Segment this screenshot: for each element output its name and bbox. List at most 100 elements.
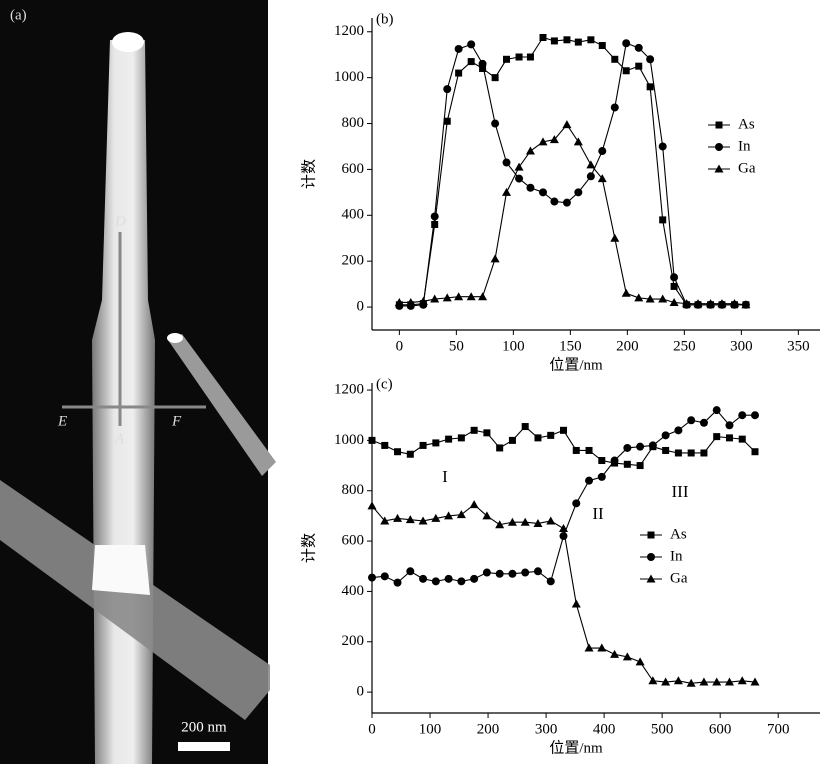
marker-square xyxy=(636,462,644,470)
marker-square xyxy=(521,423,529,431)
marker-square xyxy=(635,62,643,70)
marker-circle xyxy=(393,578,402,587)
marker-circle xyxy=(562,198,571,207)
marker-circle xyxy=(699,418,708,427)
marker-triangle xyxy=(714,164,724,173)
marker-square xyxy=(491,74,499,82)
x-tick-label: 350 xyxy=(787,338,810,354)
region-label: II xyxy=(592,504,604,523)
marker-circle xyxy=(674,426,683,435)
marker-square xyxy=(526,53,534,61)
series xyxy=(395,34,750,309)
micrograph: (a) D E A F 200 nm xyxy=(0,0,276,764)
x-tick-label: 100 xyxy=(502,338,525,354)
y-tick-label: 600 xyxy=(342,533,365,549)
marker-triangle xyxy=(514,162,524,171)
marker-square xyxy=(550,37,558,45)
series xyxy=(395,39,750,310)
marker-square xyxy=(574,38,582,46)
y-axis-label: 计数 xyxy=(300,159,317,189)
marker-circle xyxy=(467,40,476,49)
legend-label: Ga xyxy=(738,160,756,176)
marker-circle xyxy=(491,119,500,128)
small-wire-tip xyxy=(167,333,183,343)
series xyxy=(367,500,760,687)
marker-triangle xyxy=(586,160,596,169)
marker-triangle xyxy=(682,299,692,308)
marker-square xyxy=(715,121,723,129)
region-label: I xyxy=(442,467,448,486)
marker-triangle xyxy=(393,513,403,522)
y-tick-label: 400 xyxy=(342,207,365,223)
marker-circle xyxy=(431,577,440,586)
marker-square xyxy=(587,36,595,44)
marker-circle xyxy=(406,567,415,576)
marker-circle xyxy=(533,567,542,576)
marker-square xyxy=(431,220,439,228)
marker-circle xyxy=(725,421,734,430)
marker-triangle xyxy=(658,294,668,303)
series xyxy=(368,406,760,587)
marker-circle xyxy=(658,142,667,151)
marker-square xyxy=(623,460,631,468)
overlap-region xyxy=(92,545,150,595)
series xyxy=(394,120,751,309)
marker-triangle xyxy=(741,300,751,309)
marker-triangle xyxy=(418,296,428,305)
marker-triangle xyxy=(418,516,428,525)
marker-triangle xyxy=(546,516,556,525)
marker-triangle xyxy=(621,288,631,297)
marker-circle xyxy=(538,188,547,197)
marker-circle xyxy=(550,197,559,206)
marker-circle xyxy=(687,416,696,425)
legend-label: As xyxy=(670,526,687,542)
marker-square xyxy=(598,42,606,50)
marker-triangle xyxy=(673,676,683,685)
marker-square xyxy=(467,58,475,66)
x-tick-label: 0 xyxy=(368,721,376,737)
marker-triangle xyxy=(520,517,530,526)
marker-triangle xyxy=(622,652,632,661)
marker-square xyxy=(647,531,655,539)
marker-square xyxy=(738,435,746,443)
marker-circle xyxy=(634,43,643,52)
marker-square xyxy=(598,457,606,465)
x-tick-label: 50 xyxy=(449,338,464,354)
x-tick-label: 0 xyxy=(396,338,404,354)
marker-triangle xyxy=(597,174,607,183)
marker-square xyxy=(406,450,414,458)
marker-circle xyxy=(622,39,631,48)
y-tick-label: 1000 xyxy=(334,69,364,85)
marker-triangle xyxy=(645,294,655,303)
x-tick-label: 600 xyxy=(709,721,732,737)
marker-circle xyxy=(526,183,535,192)
marker-triangle xyxy=(669,297,679,306)
data-line xyxy=(399,123,746,306)
marker-circle xyxy=(661,431,670,440)
legend-label: As xyxy=(738,116,755,132)
marker-circle xyxy=(454,44,463,53)
y-tick-label: 0 xyxy=(357,684,365,700)
marker-square xyxy=(674,449,682,457)
marker-circle xyxy=(715,143,723,151)
marker-circle xyxy=(495,569,504,578)
marker-triangle xyxy=(648,676,658,685)
y-tick-label: 800 xyxy=(342,115,365,131)
marker-triangle xyxy=(442,293,452,302)
marker-circle xyxy=(515,174,524,183)
scale-bar-label: 200 nm xyxy=(181,719,227,735)
marker-triangle xyxy=(610,649,620,658)
marker-triangle xyxy=(482,511,492,520)
marker-circle xyxy=(368,573,376,582)
marker-square xyxy=(560,426,568,434)
marker-circle xyxy=(610,456,619,465)
marker-circle xyxy=(648,441,657,450)
x-axis-label: 位置/nm xyxy=(549,356,603,373)
marker-triangle xyxy=(750,677,760,686)
marker-triangle xyxy=(431,513,441,522)
marker-square xyxy=(496,444,504,452)
marker-square xyxy=(539,34,547,41)
data-line xyxy=(399,42,746,307)
marker-square xyxy=(687,449,695,457)
